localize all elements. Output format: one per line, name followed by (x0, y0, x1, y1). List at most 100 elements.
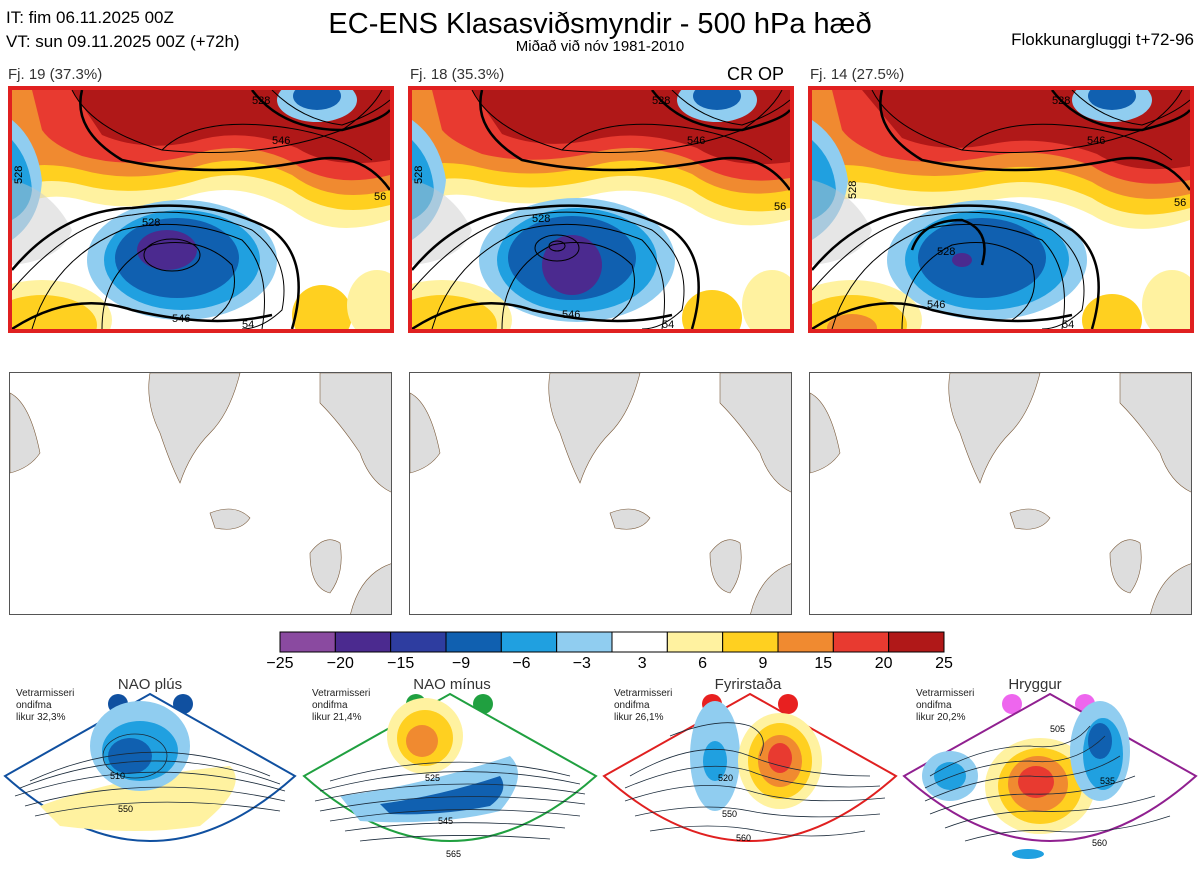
regime-title: Fyrirstaða (714, 676, 782, 693)
colorbar-segment (777, 631, 834, 653)
colorbar-tick-label: −25 (266, 655, 294, 672)
cluster-map-3: 528 546 528 546 54 56 528 (808, 86, 1194, 333)
regime-info-season: Vetrarmisseri (916, 688, 975, 699)
contour-label: 550 (118, 804, 133, 814)
contour-label: 535 (1100, 776, 1115, 786)
contour-label: 565 (446, 849, 461, 859)
regime-info-probability: likur 20,2% (916, 712, 966, 723)
cluster-map-2-plot: 528 546 528 546 54 56 528 (412, 90, 790, 329)
cluster-label-2: Fj. 18 (35.3%) (410, 66, 505, 83)
header-times: IT: fim 06.11.2025 00Z VT: sun 09.11.202… (6, 6, 240, 54)
colorbar-tick-label: −3 (572, 655, 591, 672)
regime-ridge-map: 505 535 560 (902, 692, 1198, 859)
init-time: IT: fim 06.11.2025 00Z (6, 8, 174, 27)
colorbar-segment (556, 631, 613, 653)
contour-label: 510 (110, 771, 125, 781)
contour-label: 54 (1062, 319, 1074, 329)
cluster-label-1: Fj. 19 (37.3%) (8, 66, 103, 83)
contour-label: 505 (1050, 724, 1065, 734)
colorbar-segment (722, 631, 779, 653)
contour-label: 528 (652, 95, 670, 107)
regime-blocking-map: 520 550 560 (602, 692, 898, 843)
regime-info: Vetrarmisseri ondifma likur 26,1% (614, 688, 672, 724)
colorbar-tick-label: −9 (451, 655, 471, 672)
colorbar-segment (888, 631, 945, 653)
contour-label: 54 (242, 319, 254, 329)
contour-label: 546 (562, 309, 580, 321)
base-map-2-land (410, 373, 791, 614)
colorbar-segment (279, 631, 336, 653)
regime-title: NAO mínus (413, 676, 491, 693)
regime-nao-minus-map: 525 545 565 (302, 692, 598, 859)
colorbar-tick-label: 15 (814, 655, 833, 672)
cluster-map-3-plot: 528 546 528 546 54 56 528 (812, 90, 1190, 329)
page-subtitle: Miðað við nóv 1981-2010 (515, 38, 685, 55)
colorbar-tick-label: 20 (874, 655, 893, 672)
page-title: EC-ENS Klasasviðsmyndir - 500 hPa hæð (328, 8, 872, 40)
contour-label: 528 (937, 246, 955, 258)
regime-dot-left (1002, 694, 1022, 714)
contour-label: 56 (1174, 197, 1186, 209)
contour-label: 54 (662, 319, 674, 329)
contour-label: 560 (1092, 838, 1107, 848)
contour-label: 528 (252, 95, 270, 107)
base-map-3 (809, 372, 1192, 615)
base-map-3-land (810, 373, 1191, 614)
contour-label: 528 (1052, 95, 1070, 107)
regime-info: Vetrarmisseri ondifma likur 20,2% (916, 688, 974, 724)
contour-label: 546 (927, 299, 945, 311)
colorbar-tick-label: 25 (935, 655, 953, 672)
base-map-2 (409, 372, 792, 615)
contour-label: 550 (722, 809, 737, 819)
regime-title: NAO plús (117, 676, 183, 693)
regime-info-probability: likur 26,1% (614, 712, 664, 723)
colorbar-segment (611, 631, 668, 653)
regime-info-probability: likur 32,3% (16, 712, 66, 723)
contour-label: 520 (718, 773, 733, 783)
contour-label: 525 (425, 773, 440, 783)
colorbar-tick-label: 3 (637, 655, 647, 672)
cr-op-badge: CR OP (727, 64, 785, 84)
colorbar-tick-labels: −25 −20 −15 −9 −6 −3 3 6 9 15 20 25 (266, 655, 952, 675)
contour-label: 560 (736, 833, 751, 843)
contour-label: 528 (142, 217, 160, 229)
regime-info-months: ondifma (16, 700, 52, 711)
regime-nao-minus: Vetrarmisseri ondifma likur 21,4% NAO mí… (300, 676, 600, 871)
colorbar-tick-label: 9 (758, 655, 768, 672)
cluster-map-1-plot: 528 546 528 546 54 56 528 (12, 90, 390, 329)
contour-label: 528 (847, 181, 859, 199)
colorbar-segment (666, 631, 724, 653)
regime-blocking: Vetrarmisseri ondifma likur 26,1% Fyrirs… (600, 676, 900, 871)
contour-label: 545 (438, 816, 453, 826)
colorbar-segment (445, 631, 502, 653)
colorbar-segment (832, 631, 890, 653)
regime-info-months: ondifma (614, 700, 650, 711)
contour-label: 546 (172, 313, 190, 325)
contour-label: 56 (374, 191, 386, 203)
regime-info-months: ondifma (312, 700, 348, 711)
contour-label: 546 (272, 135, 290, 147)
cluster-map-1: 528 546 528 546 54 56 528 (8, 86, 394, 333)
contour-label: 528 (413, 166, 425, 184)
regime-info-season: Vetrarmisseri (16, 688, 75, 699)
colorbar-segment (390, 631, 447, 653)
colorbar-tick-label: −6 (512, 655, 531, 672)
base-map-1-land (10, 373, 391, 614)
cluster-map-2: 528 546 528 546 54 56 528 (408, 86, 794, 333)
valid-time: VT: sun 09.11.2025 00Z (+72h) (6, 32, 240, 51)
regime-nao-plus: Vetrarmisseri ondifma likur 32,3% NAO pl… (0, 676, 300, 871)
base-map-1 (9, 372, 392, 615)
classification-window: Flokkunargluggi t+72-96 (1011, 30, 1194, 49)
regime-info-months: ondifma (916, 700, 952, 711)
regime-info-season: Vetrarmisseri (312, 688, 371, 699)
contour-label: 56 (774, 201, 786, 213)
regime-info: Vetrarmisseri ondifma likur 32,3% (16, 688, 74, 724)
colorbar-tick-label: 6 (698, 655, 707, 672)
colorbar-segment (500, 631, 558, 653)
colorbar-tick-label: −15 (387, 655, 415, 672)
contour-label: 528 (532, 213, 550, 225)
regime-title: Hryggur (1008, 676, 1062, 693)
regime-info-season: Vetrarmisseri (614, 688, 673, 699)
regime-nao-plus-map: 510 550 (3, 692, 297, 842)
regime-info: Vetrarmisseri ondifma likur 21,4% (312, 688, 370, 724)
